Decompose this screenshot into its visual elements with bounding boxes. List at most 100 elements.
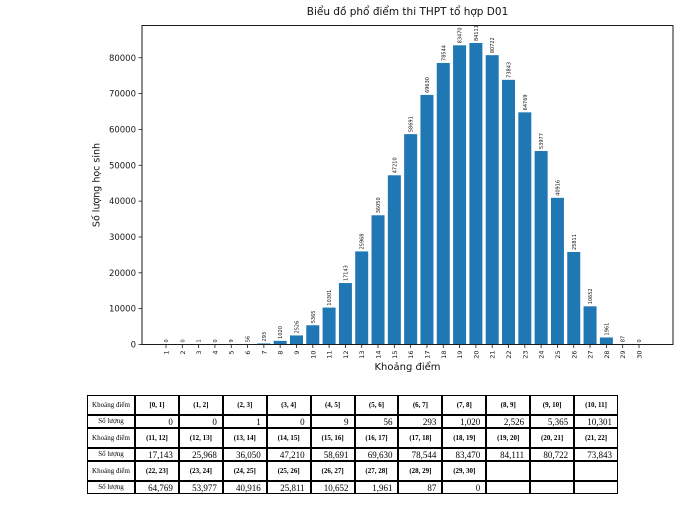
bar-value-label: 0 (213, 339, 219, 342)
x-tick-label: 12 (342, 351, 350, 359)
x-tick-label: 6 (244, 351, 252, 355)
x-tick-label: 15 (391, 351, 399, 359)
table-row: Khoảng điểm (11, 12] (12, 13] (13, 14] (14, … (87, 428, 618, 448)
x-tick-label: 29 (619, 351, 627, 359)
bar (599, 337, 613, 345)
count-cell: 1 (222, 415, 267, 428)
range-cell: (29, 30] (442, 461, 487, 481)
count-cell: 5,365 (530, 415, 575, 428)
count-cell: 64,769 (135, 481, 179, 494)
bar-chart: 0100002000030000400005000060000700008000… (109, 25, 674, 359)
bar-value-label: 56 (246, 336, 252, 342)
range-cell: (28, 29] (398, 461, 443, 481)
bar (502, 79, 516, 345)
x-tick-label: 22 (505, 351, 513, 359)
bar-value-label: 40916 (555, 180, 561, 196)
count-cell: 87 (398, 481, 443, 494)
row-header: Khoảng điểm (87, 461, 136, 481)
y-tick-label: 70000 (109, 90, 136, 100)
bar-value-label: 78544 (441, 45, 447, 61)
table-row: Số lượng 64,769 53,977 40,916 25,811 10,652 1,… (87, 481, 618, 494)
count-cell: 1,961 (354, 481, 399, 494)
y-tick-label: 60000 (109, 125, 136, 135)
x-tick-label: 10 (309, 351, 317, 359)
range-cell: (4, 5] (310, 395, 355, 415)
range-cell: (10, 11] (574, 395, 618, 415)
bar (453, 45, 467, 345)
bar (322, 307, 336, 345)
bar-value-label: 17143 (343, 265, 349, 281)
bar-value-label: 2526 (294, 321, 300, 334)
x-tick-label: 28 (603, 351, 611, 359)
y-tick-label: 50000 (109, 161, 136, 171)
x-tick-label: 1 (163, 351, 171, 355)
range-cell: (19, 20] (486, 428, 531, 448)
range-cell: (12, 13] (178, 428, 223, 448)
x-tick-label: 16 (407, 351, 415, 359)
x-tick-label: 27 (587, 351, 595, 359)
bar-value-label: 83470 (458, 27, 464, 43)
bar (436, 62, 450, 345)
range-cell: (16, 17] (354, 428, 399, 448)
x-tick-label: 18 (440, 351, 448, 359)
bar-value-label: 47210 (392, 157, 398, 173)
range-cell: (1, 2] (178, 395, 223, 415)
row-header: Số lượng (87, 415, 136, 428)
range-cell: (25, 26] (266, 461, 311, 481)
count-cell (530, 481, 575, 494)
count-cell: 9 (310, 415, 355, 428)
count-cell: 80,722 (530, 448, 575, 461)
bar-value-label: 9 (229, 339, 235, 342)
bar-value-label: 36050 (376, 197, 382, 213)
bar (338, 283, 352, 345)
y-axis-label: Số lượng học sinh (91, 142, 103, 228)
range-cell: (20, 21] (530, 428, 575, 448)
bar (371, 215, 385, 345)
frequency-table: Khoảng điểm [0, 1] (1, 2] (2, 3] (3, 4] (4, 5… (87, 395, 618, 494)
range-cell: (26, 27] (310, 461, 355, 481)
x-tick-label: 3 (195, 351, 203, 355)
bar (355, 251, 369, 345)
x-tick-label: 23 (521, 351, 529, 359)
bar (306, 325, 320, 345)
count-cell: 40,916 (222, 481, 267, 494)
table-row: Số lượng 17,143 25,968 36,050 47,210 58,691 69… (87, 448, 618, 461)
range-cell (486, 461, 531, 481)
plot-frame (141, 25, 674, 345)
range-cell (574, 461, 618, 481)
x-tick-label: 21 (489, 351, 497, 359)
y-tick-label: 40000 (109, 197, 136, 207)
bar-value-label: 84111 (474, 25, 480, 41)
count-cell: 25,811 (266, 481, 311, 494)
range-cell: (9, 10] (530, 395, 575, 415)
x-tick-label: 11 (326, 351, 334, 359)
bar (550, 197, 564, 345)
table-row: Khoảng điểm (22, 23] (23, 24] (24, 25] (25, … (87, 461, 618, 481)
count-cell: 2,526 (486, 415, 531, 428)
x-tick-label: 20 (472, 351, 480, 359)
count-cell: 0 (178, 415, 223, 428)
bar-value-label: 73843 (507, 62, 513, 78)
bar (420, 94, 434, 345)
range-cell: (13, 14] (222, 428, 267, 448)
bar-value-label: 10652 (588, 288, 594, 304)
count-cell: 53,977 (178, 481, 223, 494)
count-cell: 1,020 (442, 415, 487, 428)
bar (273, 340, 287, 345)
range-cell: (7, 8] (442, 395, 487, 415)
range-cell: (11, 12] (135, 428, 179, 448)
row-header: Số lượng (87, 481, 136, 494)
count-cell: 73,843 (574, 448, 618, 461)
range-cell: (22, 23] (135, 461, 179, 481)
bar-value-label: 293 (262, 332, 268, 342)
count-cell: 83,470 (442, 448, 487, 461)
range-cell: (24, 25] (222, 461, 267, 481)
bar-value-label: 80722 (490, 37, 496, 53)
row-header: Số lượng (87, 448, 136, 461)
x-tick-label: 5 (228, 351, 236, 355)
table-row: Khoảng điểm [0, 1] (1, 2] (2, 3] (3, 4] (4, 5… (87, 395, 618, 415)
count-cell: 58,691 (310, 448, 355, 461)
bar (485, 55, 499, 345)
range-cell: (14, 15] (266, 428, 311, 448)
x-tick-label: 19 (456, 351, 464, 359)
